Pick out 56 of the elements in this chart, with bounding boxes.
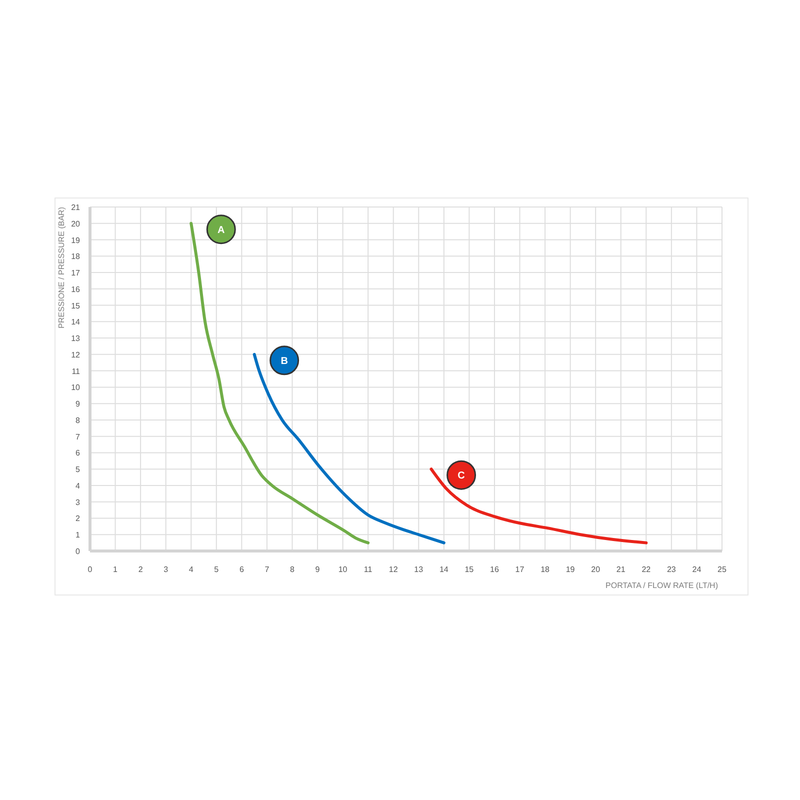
x-tick-label: 17 xyxy=(515,565,525,574)
x-tick-label: 18 xyxy=(540,565,550,574)
x-tick-label: 11 xyxy=(364,565,373,574)
y-tick-label: 10 xyxy=(71,383,81,392)
line-series xyxy=(252,352,446,544)
line-series xyxy=(190,222,370,544)
x-tick-label: 6 xyxy=(239,565,244,574)
y-tick-label: 1 xyxy=(76,530,81,540)
x-tick-label: 12 xyxy=(388,565,398,574)
x-tick-label: 19 xyxy=(566,565,576,574)
y-tick-label: 7 xyxy=(76,432,81,442)
y-tick-label: 12 xyxy=(71,350,81,360)
x-tick-label: 23 xyxy=(666,565,676,574)
y-axis-title: PRESSIONE / PRESSURE (BAR) xyxy=(57,206,66,328)
x-tick-label: 2 xyxy=(138,565,144,574)
x-tick-label: 7 xyxy=(264,565,270,574)
x-tick-label: 21 xyxy=(616,565,626,574)
y-tick-label: 20 xyxy=(71,219,81,228)
y-tick-label: 13 xyxy=(71,334,81,344)
x-tick-label: 16 xyxy=(490,565,500,574)
text: A xyxy=(218,224,225,236)
y-tick-label: 14 xyxy=(71,318,81,327)
line-series xyxy=(430,468,648,544)
x-tick-label: 20 xyxy=(591,565,601,574)
y-tick-label: 21 xyxy=(71,203,81,212)
x-tick-label: 25 xyxy=(718,565,727,574)
y-tick-label: 8 xyxy=(76,416,81,425)
x-tick-label: 14 xyxy=(439,565,449,574)
y-tick-label: 18 xyxy=(71,252,81,262)
y-tick-label: 15 xyxy=(71,301,81,310)
y-tick-label: 2 xyxy=(76,514,81,524)
x-axis-title: PORTATA / FLOW RATE (LT/H) xyxy=(606,581,718,590)
x-tick-label: 5 xyxy=(214,565,220,574)
x-tick-label: 3 xyxy=(164,565,169,574)
y-tick-label: 19 xyxy=(71,236,81,245)
y-tick-label: 9 xyxy=(76,400,81,409)
x-tick-label: 24 xyxy=(692,565,702,574)
y-tick-label: 16 xyxy=(71,284,81,294)
x-tick-label: 13 xyxy=(414,565,424,574)
y-tick-label: 0 xyxy=(76,547,81,556)
y-tick-label: 6 xyxy=(76,448,81,458)
x-tick-label: 8 xyxy=(290,565,296,574)
x-tick-label: 22 xyxy=(642,565,652,574)
y-tick-label: 5 xyxy=(76,465,81,474)
y-tick-label: 3 xyxy=(76,498,81,507)
x-tick-label: 1 xyxy=(113,565,118,574)
series-label: C xyxy=(458,470,465,482)
text: B xyxy=(280,356,288,367)
x-tick-label: 10 xyxy=(338,565,348,574)
x-tick-label: 4 xyxy=(188,565,194,574)
y-tick-label: 17 xyxy=(71,268,81,278)
x-tick-label: 9 xyxy=(315,565,320,574)
x-tick-label: 0 xyxy=(88,565,93,574)
y-tick-label: 11 xyxy=(72,366,81,376)
x-tick-label: 15 xyxy=(464,565,474,574)
y-tick-label: 4 xyxy=(76,481,81,490)
